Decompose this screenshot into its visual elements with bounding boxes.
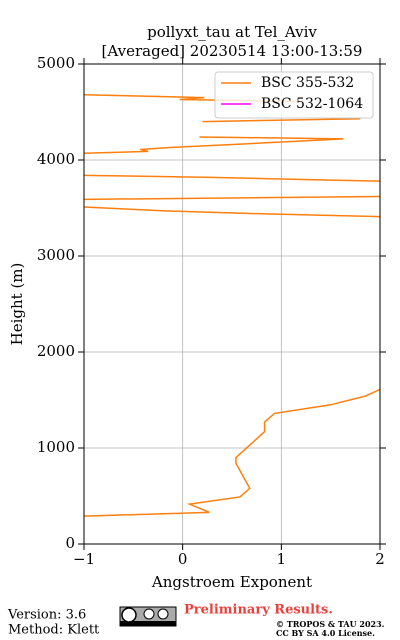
y-tick-label: 0: [65, 534, 75, 552]
chart-subtitle: [Averaged] 20230514 13:00-13:59: [102, 42, 363, 60]
plot-frame: [83, 63, 381, 545]
preliminary: Preliminary Results.: [184, 603, 333, 618]
y-tick-label: 2000: [37, 342, 75, 360]
data-line: [202, 117, 361, 123]
copyright: © TROPOS & TAU 2023.: [276, 619, 385, 629]
data-line: [84, 388, 380, 517]
y-tick-label: 4000: [37, 150, 75, 168]
x-tick-label: 2: [375, 550, 385, 568]
y-tick-label: 5000: [37, 54, 75, 72]
version: Version: 3.6: [7, 608, 86, 623]
data-line: [84, 136, 344, 155]
data-line: [84, 195, 380, 201]
y-tick-label: 1000: [37, 438, 75, 456]
legend-label: BSC 532-1064: [261, 96, 363, 112]
x-axis-label: Angstroem Exponent: [151, 573, 312, 591]
data-line: [84, 174, 380, 182]
chart-title: pollyxt_tau at Tel_Aviv: [147, 23, 317, 41]
x-tick-label: 1: [277, 550, 287, 568]
legend-box: [214, 71, 374, 119]
data-line: [84, 206, 380, 218]
legend: BSC 355-532 BSC 532-1064: [214, 71, 374, 119]
x-tick-label: −1: [73, 550, 95, 568]
y-axis-label: Height (m): [8, 263, 26, 346]
y-tick-label: 3000: [37, 246, 75, 264]
method: Method: Klett: [8, 623, 100, 638]
license: CC BY SA 4.0 License.: [276, 628, 375, 638]
cc-icon: [119, 606, 177, 627]
x-tick-label: 0: [178, 550, 188, 568]
legend-label: BSC 355-532: [261, 75, 354, 91]
